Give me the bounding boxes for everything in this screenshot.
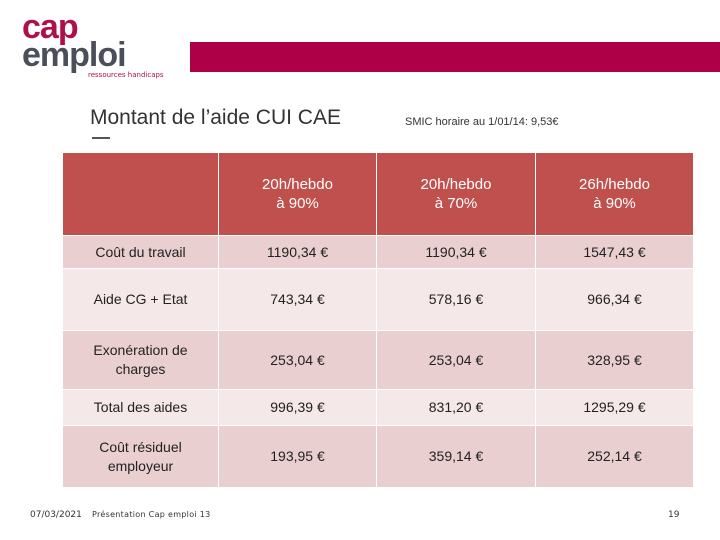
logo-tagline: ressources handicaps [88,71,164,79]
footer-date: 07/03/2021 [30,510,82,520]
table-row: Coût résiduel employeur 193,95 € 359,14 … [62,425,694,488]
row-label: Aide CG + Etat [62,268,219,331]
table-cell: 359,14 € [376,425,536,488]
table-cell: 996,39 € [218,389,377,426]
header-label: 20h/hebdo à 70% [420,176,492,212]
table-cell: 328,95 € [535,330,694,390]
table-cell: 252,14 € [535,425,694,488]
table-header-row: 20h/hebdo à 90% 20h/hebdo à 70% 26h/hebd… [62,152,694,236]
header-cell-empty [62,152,219,236]
table-row: Aide CG + Etat 743,34 € 578,16 € 966,34 … [62,268,694,331]
header-label: 26h/hebdo à 90% [579,176,650,212]
smic-note: SMIC horaire au 1/01/14: 9,53€ [405,116,559,128]
table-cell: 743,34 € [218,268,377,331]
table-cell: 578,16 € [376,268,536,331]
page-number: 19 [668,510,680,520]
row-label: Coût du travail [62,235,219,269]
header-cell-20h-90: 20h/hebdo à 90% [218,152,377,236]
aid-table: 20h/hebdo à 90% 20h/hebdo à 70% 26h/hebd… [62,152,694,488]
table-cell: 966,34 € [535,268,694,331]
header-label: 20h/hebdo à 90% [262,176,333,212]
row-label: Total des aides [62,389,219,426]
header-bar [190,42,720,72]
table-cell: 1547,43 € [535,235,694,269]
table-row: Exonération de charges 253,04 € 253,04 €… [62,330,694,390]
page-title: Montant de l’aide CUI CAE [90,106,341,129]
footer-presentation: Présentation Cap emploi 13 [92,510,211,519]
table-cell: 1190,34 € [376,235,536,269]
header-cell-20h-70: 20h/hebdo à 70% [376,152,536,236]
table-row: Total des aides 996,39 € 831,20 € 1295,2… [62,389,694,426]
header-cell-26h-90: 26h/hebdo à 90% [535,152,694,236]
logo-line-cap: cap [22,8,79,46]
table-cell: 193,95 € [218,425,377,488]
table-cell: 253,04 € [376,330,536,390]
title-underline [92,137,110,139]
table-cell: 831,20 € [376,389,536,426]
table-cell: 253,04 € [218,330,377,390]
row-label: Coût résiduel employeur [62,425,219,488]
table-cell: 1295,29 € [535,389,694,426]
logo-line-emploi: emploi [22,36,127,74]
row-label: Exonération de charges [62,330,219,390]
table-row: Coût du travail 1190,34 € 1190,34 € 1547… [62,235,694,269]
table-cell: 1190,34 € [218,235,377,269]
cap-emploi-logo: cap emploi ressources handicaps [22,8,172,84]
